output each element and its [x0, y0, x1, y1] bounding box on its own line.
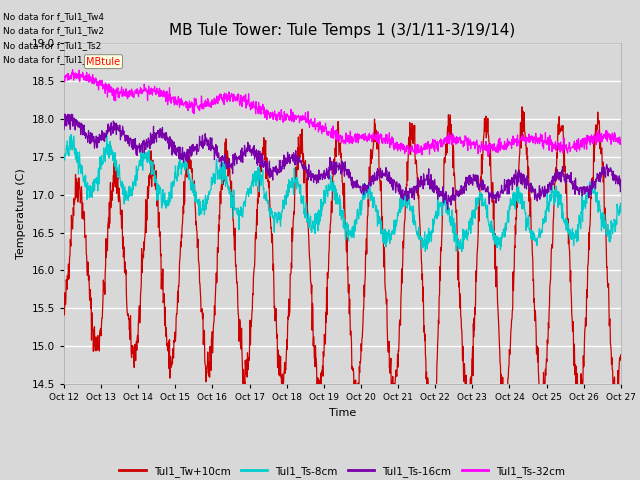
Title: MB Tule Tower: Tule Temps 1 (3/1/11-3/19/14): MB Tule Tower: Tule Temps 1 (3/1/11-3/19… — [169, 23, 516, 38]
Text: No data for f_Tul1_Ts5: No data for f_Tul1_Ts5 — [3, 55, 102, 64]
Text: No data for f_Tul1_Tw4: No data for f_Tul1_Tw4 — [3, 12, 104, 21]
X-axis label: Time: Time — [329, 408, 356, 418]
Text: MBtule: MBtule — [86, 57, 120, 67]
Y-axis label: Temperature (C): Temperature (C) — [16, 168, 26, 259]
Text: No data for f_Tul1_Ts2: No data for f_Tul1_Ts2 — [3, 41, 102, 50]
Text: No data for f_Tul1_Tw2: No data for f_Tul1_Tw2 — [3, 26, 104, 36]
Legend: Tul1_Tw+10cm, Tul1_Ts-8cm, Tul1_Ts-16cm, Tul1_Ts-32cm: Tul1_Tw+10cm, Tul1_Ts-8cm, Tul1_Ts-16cm,… — [115, 462, 570, 480]
